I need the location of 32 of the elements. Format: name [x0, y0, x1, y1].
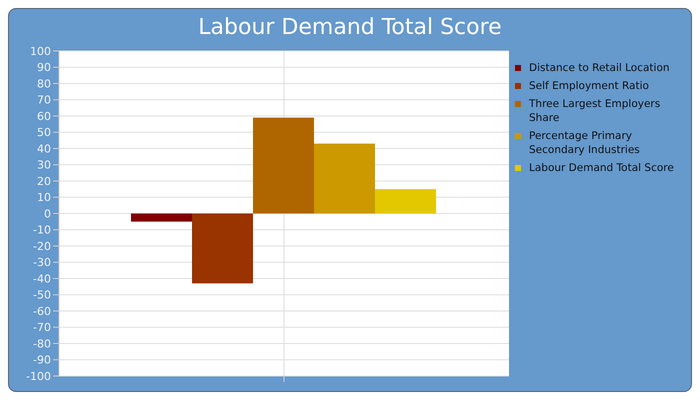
- y-tick-label: 70: [37, 94, 51, 107]
- y-tick-label: -50: [33, 288, 51, 302]
- legend-label: Self Employment Ratio: [529, 79, 649, 93]
- bar: [375, 189, 436, 214]
- bar: [192, 214, 253, 284]
- legend-label: Labour Demand Total Score: [529, 161, 674, 175]
- bar: [253, 118, 314, 214]
- y-tick-label: -40: [33, 272, 51, 286]
- legend-label: Distance to Retail Location: [529, 61, 670, 75]
- y-tick-label: 80: [37, 77, 51, 90]
- y-tick-label: -70: [33, 321, 51, 334]
- y-tick-label: -10: [33, 224, 51, 237]
- y-tick-label: 90: [37, 61, 51, 74]
- y-tick-label: 30: [37, 158, 51, 172]
- y-tick-label: 60: [37, 110, 51, 123]
- y-tick-label: -30: [33, 256, 51, 270]
- y-tick-label: 0: [44, 207, 51, 220]
- y-tick-label: 100: [30, 44, 51, 58]
- legend-label: Percentage Primary Secondary Industries: [529, 129, 641, 157]
- y-tick-label: -20: [33, 240, 51, 253]
- y-tick-label: -80: [33, 337, 51, 350]
- bar: [131, 214, 192, 222]
- bar: [314, 144, 375, 214]
- legend-label: Three Largest Employers Share: [529, 97, 662, 125]
- y-tick-label: -60: [33, 304, 51, 318]
- y-tick-label: -90: [33, 354, 51, 367]
- chart-title: Labour Demand Total Score: [197, 15, 503, 40]
- y-tick-label: 40: [37, 142, 51, 156]
- y-tick-label: -100: [26, 370, 51, 383]
- y-tick-label: 50: [37, 126, 51, 140]
- y-tick-label: 20: [37, 174, 51, 188]
- y-tick-label: 10: [37, 191, 51, 204]
